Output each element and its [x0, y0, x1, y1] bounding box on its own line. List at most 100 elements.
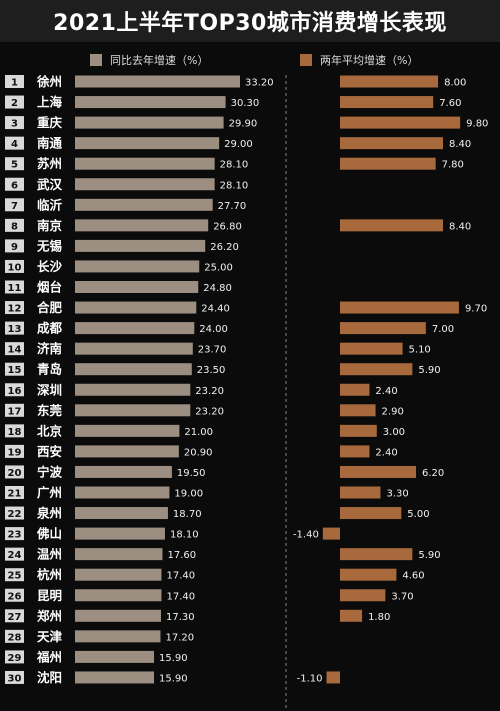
rank-box	[5, 609, 24, 623]
rank-box	[5, 342, 24, 356]
legend-left-swatch	[90, 54, 102, 66]
rank-box	[5, 218, 24, 232]
left-bar	[75, 322, 195, 335]
category-label: 深圳	[37, 382, 62, 397]
right-bar	[340, 548, 413, 561]
right-value-label: 2.40	[375, 447, 397, 458]
right-value-label: 5.10	[409, 345, 431, 356]
rank-box	[5, 95, 24, 109]
left-value-label: 19.00	[174, 489, 203, 500]
rank-label: 4	[11, 139, 18, 150]
left-bar	[75, 219, 209, 232]
left-bar	[75, 116, 224, 129]
rank-box	[5, 444, 24, 458]
left-value-label: 29.90	[229, 119, 258, 130]
rank-box	[5, 321, 24, 335]
right-bar	[340, 363, 413, 376]
category-label: 杭州	[37, 567, 62, 582]
left-value-label: 18.10	[170, 530, 199, 541]
category-label: 宁波	[37, 464, 63, 479]
rank-box	[5, 116, 24, 130]
rank-label: 13	[8, 324, 22, 335]
category-label: 广州	[37, 485, 62, 500]
rank-box	[5, 239, 24, 253]
right-bar	[340, 383, 370, 396]
rank-box	[5, 198, 24, 212]
right-bar	[340, 301, 459, 314]
left-value-label: 17.40	[166, 571, 195, 582]
left-bar	[75, 486, 170, 499]
left-bar	[75, 157, 215, 170]
rank-label: 15	[8, 365, 22, 376]
left-value-label: 33.20	[245, 78, 274, 89]
rank-label: 3	[11, 119, 18, 130]
left-value-label: 25.00	[204, 262, 233, 273]
category-label: 佛山	[36, 526, 62, 541]
rank-label: 14	[8, 345, 22, 356]
left-value-label: 29.00	[224, 139, 253, 150]
left-bar	[75, 424, 180, 437]
category-label: 武汉	[37, 177, 63, 192]
left-value-label: 23.20	[195, 386, 224, 397]
rank-box	[5, 383, 24, 397]
left-value-label: 26.20	[210, 242, 239, 253]
category-label: 上海	[37, 95, 63, 110]
right-bar	[340, 137, 443, 150]
left-bar	[75, 568, 162, 581]
rank-box	[5, 465, 24, 479]
right-bar	[340, 75, 439, 88]
category-label: 长沙	[37, 259, 63, 274]
rank-label: 28	[8, 632, 22, 643]
left-value-label: 27.70	[218, 201, 247, 212]
rank-label: 2	[11, 98, 18, 109]
category-label: 南通	[37, 136, 63, 151]
rank-label: 11	[8, 283, 22, 294]
rank-box	[5, 568, 24, 582]
right-bar	[340, 445, 370, 458]
left-bar	[75, 507, 168, 520]
left-value-label: 15.90	[159, 653, 188, 664]
rank-label: 5	[11, 160, 18, 171]
rank-box	[5, 301, 24, 315]
category-label: 济南	[37, 341, 63, 356]
right-bar	[340, 96, 434, 109]
category-label: 苏州	[37, 156, 62, 171]
rank-label: 18	[8, 427, 22, 438]
rank-box	[5, 629, 24, 643]
left-value-label: 26.80	[213, 221, 242, 232]
left-value-label: 17.60	[167, 550, 196, 561]
right-bar	[340, 609, 363, 622]
rank-label: 24	[8, 550, 22, 561]
right-value-label: 4.60	[402, 571, 424, 582]
rank-box	[5, 136, 24, 150]
rank-label: 17	[8, 406, 22, 417]
rank-box	[5, 650, 24, 664]
left-bar	[75, 609, 161, 622]
rank-label: 26	[8, 591, 22, 602]
right-value-label: 3.00	[383, 427, 405, 438]
legend-right-label: 两年平均增速（%）	[320, 54, 419, 67]
left-bar	[75, 383, 191, 396]
rank-box	[5, 424, 24, 438]
left-bar	[75, 260, 200, 273]
left-bar	[75, 239, 206, 252]
rank-box	[5, 280, 24, 294]
right-value-label: 2.40	[375, 386, 397, 397]
left-bar	[75, 178, 215, 191]
rank-label: 27	[8, 612, 22, 623]
rank-label: 10	[8, 262, 22, 273]
rank-label: 29	[8, 653, 22, 664]
right-value-label: 3.30	[386, 489, 408, 500]
category-label: 昆明	[37, 588, 62, 603]
category-label: 无锡	[36, 238, 63, 253]
left-bar	[75, 445, 179, 458]
right-value-label: -1.10	[297, 673, 323, 684]
left-value-label: 28.10	[220, 180, 249, 191]
left-bar	[75, 527, 165, 540]
right-bar	[340, 157, 436, 170]
category-label: 东莞	[37, 403, 63, 418]
rank-label: 6	[11, 180, 18, 191]
left-bar	[75, 589, 162, 602]
rank-box	[5, 506, 24, 520]
